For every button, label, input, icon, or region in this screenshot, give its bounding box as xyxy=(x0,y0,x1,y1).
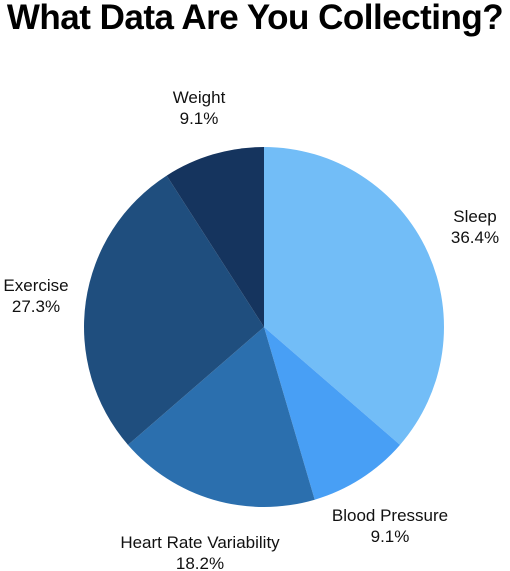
slice-percent-label: 36.4% xyxy=(451,228,499,247)
pie-slice-weight xyxy=(166,147,264,327)
slice-label: Exercise xyxy=(3,276,68,295)
slice-label: Blood Pressure xyxy=(332,506,448,525)
slice-percent-label: 27.3% xyxy=(12,297,60,316)
slice-label: Heart Rate Variability xyxy=(120,533,280,552)
slice-percent-label: 18.2% xyxy=(176,554,224,571)
pie-slice-heart-rate-variability xyxy=(127,327,315,507)
pie-slice-exercise xyxy=(84,175,264,445)
slice-percent-label: 9.1% xyxy=(371,527,410,546)
slice-label: Weight xyxy=(173,88,226,107)
chart-title: What Data Are You Collecting? xyxy=(6,0,504,37)
slice-label: Sleep xyxy=(453,207,496,226)
pie-slice-sleep xyxy=(264,147,444,445)
pie-slice-blood-pressure xyxy=(264,327,401,500)
slice-percent-label: 9.1% xyxy=(180,109,219,128)
